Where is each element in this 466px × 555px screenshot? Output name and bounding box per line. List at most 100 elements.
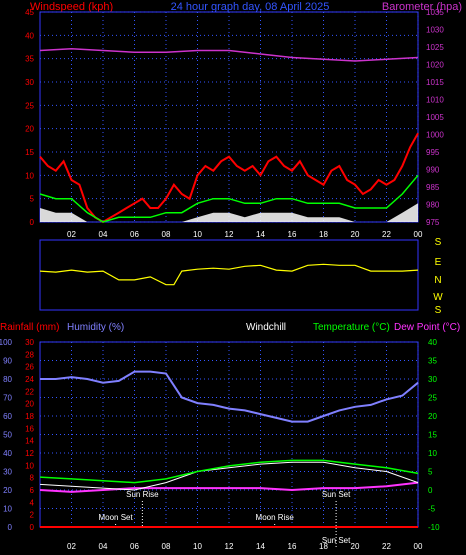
rainfall-tick-label: 20 — [25, 400, 34, 409]
x-tick-label: 08 — [162, 230, 171, 239]
rainfall-tick-label: 10 — [25, 461, 34, 470]
barometer-axis-title: Barometer (hpa) — [382, 1, 462, 13]
rainfall-tick-label: 8 — [30, 474, 35, 483]
barometer-tick-label: 1005 — [426, 113, 444, 122]
humidity-tick-label: 30 — [3, 468, 12, 477]
rainfall-tick-label: 2 — [30, 511, 35, 520]
windspeed-tick-label: 20 — [25, 125, 34, 134]
rainfall-tick-label: 24 — [25, 375, 34, 384]
rainfall-tick-label: 12 — [25, 449, 34, 458]
barometer-tick-label: 1020 — [426, 61, 444, 70]
barometer-tick-label: 990 — [426, 166, 440, 175]
humidity-tick-label: 90 — [3, 357, 12, 366]
x-tick-label: 02 — [67, 230, 76, 239]
direction-label: S — [435, 305, 442, 316]
x-tick-label: 10 — [193, 542, 202, 551]
windchill-legend: Windchill — [246, 322, 286, 333]
direction-label: E — [435, 257, 442, 268]
rainfall-tick-label: 4 — [30, 498, 35, 507]
rainfall-tick-label: 22 — [25, 387, 34, 396]
barometer-line — [40, 49, 418, 61]
rainfall-tick-label: 18 — [25, 412, 34, 421]
windspeed-tick-label: 25 — [25, 101, 34, 110]
rainfall-tick-label: 14 — [25, 437, 34, 446]
rainfall-tick-label: 28 — [25, 350, 34, 359]
dewpoint-legend: Dew Point (°C) — [394, 322, 460, 333]
windspeed-tick-label: 45 — [25, 8, 34, 17]
sun-rise-label: Sun Rise — [126, 490, 159, 499]
rainfall-tick-label: 6 — [30, 486, 35, 495]
rainfall-tick-label: 16 — [25, 424, 34, 433]
temperature-axis-title: Temperature (°C) — [313, 322, 390, 333]
wind-direction-line — [40, 264, 418, 284]
barometer-tick-label: 985 — [426, 183, 440, 192]
humidity-axis-title: Humidity (%) — [67, 322, 124, 333]
direction-label: N — [434, 275, 441, 286]
sun-set-label-lower: Sun Set — [322, 536, 351, 545]
x-tick-label: 14 — [256, 230, 265, 239]
temperature-tick-label: 15 — [428, 431, 437, 440]
humidity-tick-label: 40 — [3, 449, 12, 458]
x-tick-label: 04 — [99, 230, 108, 239]
windspeed-tick-label: 5 — [30, 195, 35, 204]
temperature-tick-label: 10 — [428, 449, 437, 458]
x-tick-label: 22 — [382, 542, 391, 551]
moon-set-label: Moon Set — [98, 513, 133, 522]
rainfall-tick-label: 26 — [25, 363, 34, 372]
x-tick-label: 06 — [130, 542, 139, 551]
windspeed-tick-label: 35 — [25, 55, 34, 64]
windspeed-tick-label: 0 — [30, 218, 35, 227]
rainfall-axis-title: Rainfall (mm) — [0, 322, 59, 333]
barometer-tick-label: 1030 — [426, 26, 444, 35]
temperature-tick-label: 30 — [428, 375, 437, 384]
sun-set-label: Sun Set — [322, 490, 351, 499]
x-tick-label: 16 — [288, 542, 297, 551]
x-tick-label: 16 — [288, 230, 297, 239]
x-tick-label: 12 — [225, 230, 234, 239]
x-tick-label: 06 — [130, 230, 139, 239]
rainfall-tick-label: 30 — [25, 338, 34, 347]
humidity-tick-label: 20 — [3, 486, 12, 495]
barometer-tick-label: 1000 — [426, 131, 444, 140]
humidity-tick-label: 70 — [3, 394, 12, 403]
barometer-tick-label: 1015 — [426, 78, 444, 87]
x-tick-label: 22 — [382, 230, 391, 239]
x-tick-label: 12 — [225, 542, 234, 551]
direction-label: W — [433, 292, 443, 303]
temperature-tick-label: -5 — [428, 505, 436, 514]
x-tick-label: 08 — [162, 542, 171, 551]
barometer-tick-label: 1025 — [426, 43, 444, 52]
temperature-tick-label: 25 — [428, 394, 437, 403]
barometer-tick-label: 1035 — [426, 8, 444, 17]
temperature-tick-label: 5 — [428, 468, 433, 477]
x-tick-label: 20 — [351, 230, 360, 239]
windspeed-axis-title: Windspeed (kph) — [30, 1, 113, 13]
x-tick-label: 04 — [99, 542, 108, 551]
windspeed-tick-label: 40 — [25, 31, 34, 40]
rainfall-tick-label: 0 — [30, 523, 35, 532]
humidity-tick-label: 0 — [8, 523, 13, 532]
wind-barometer-plot: 0510152025303540459759809859909951000100… — [25, 8, 444, 239]
moon-rise-label: Moon Rise — [256, 513, 295, 522]
humidity-tick-label: 80 — [3, 375, 12, 384]
barometer-tick-label: 980 — [426, 201, 440, 210]
barometer-tick-label: 995 — [426, 148, 440, 157]
temperature-tick-label: 20 — [428, 412, 437, 421]
windspeed-tick-label: 15 — [25, 148, 34, 157]
barometer-tick-label: 975 — [426, 218, 440, 227]
temperature-tick-label: -10 — [428, 523, 440, 532]
direction-label: S — [435, 237, 442, 248]
x-tick-label: 18 — [319, 230, 328, 239]
temperature-humidity-plot: 0102030405060708090100024681012141618202… — [0, 338, 440, 551]
x-tick-label: 00 — [414, 542, 423, 551]
windspeed-tick-label: 10 — [25, 171, 34, 180]
humidity-tick-label: 10 — [3, 505, 12, 514]
temperature-tick-label: 0 — [428, 486, 433, 495]
humidity-tick-label: 100 — [0, 338, 13, 347]
graph-title: 24 hour graph day, 08 April 2025 — [171, 1, 330, 13]
humidity-tick-label: 60 — [3, 412, 12, 421]
humidity-tick-label: 50 — [3, 431, 12, 440]
x-tick-label: 14 — [256, 542, 265, 551]
